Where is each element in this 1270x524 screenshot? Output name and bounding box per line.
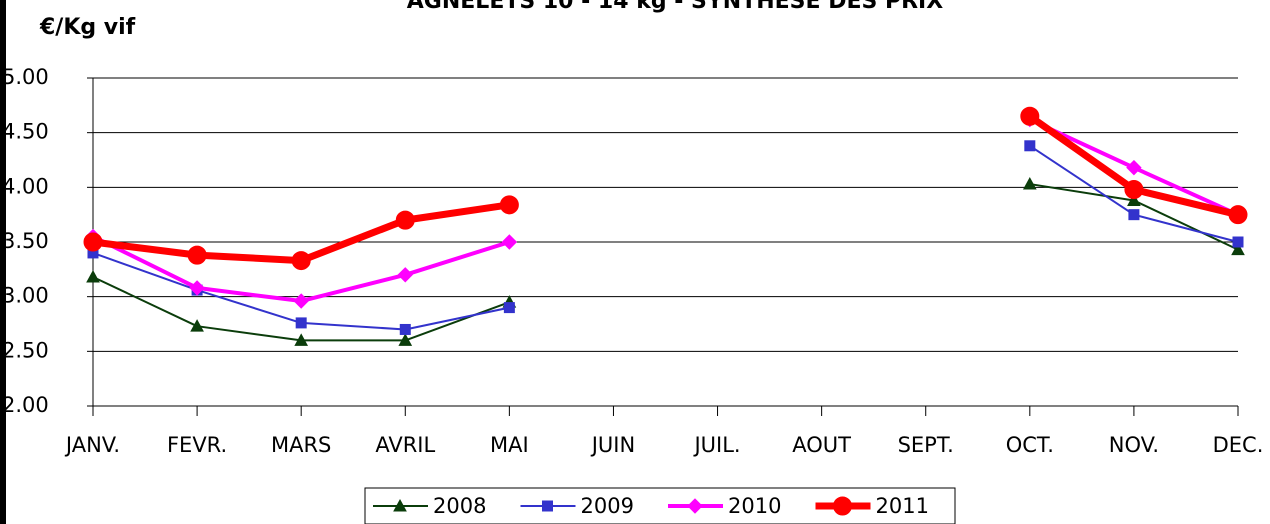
x-tick-label: MAI [490, 433, 529, 457]
y-tick-label: 4.50 [2, 120, 49, 144]
point-marker [1228, 205, 1248, 225]
point-marker [397, 267, 413, 283]
legend-label: 2009 [581, 494, 634, 518]
point-marker [398, 333, 413, 346]
y-tick-label: 5.00 [2, 65, 49, 89]
y-tick-label: 2.50 [2, 338, 49, 362]
x-tick-label: JUIN [590, 433, 635, 457]
y-tick-label: 3.00 [2, 284, 49, 308]
point-marker [187, 245, 207, 265]
x-tick-label: NOV. [1109, 433, 1159, 457]
y-tick-label: 4.00 [2, 174, 49, 198]
x-tick-label: SEPT. [898, 433, 954, 457]
point-marker [1020, 106, 1040, 126]
legend-marker [393, 498, 407, 512]
x-tick-label: MARS [271, 433, 331, 457]
point-marker [501, 234, 518, 250]
point-marker [295, 317, 307, 329]
x-tick-label: OCT. [1006, 433, 1054, 457]
point-marker [1128, 209, 1140, 221]
x-tick-label: JANV. [64, 433, 120, 457]
point-marker [1232, 236, 1244, 248]
point-marker [499, 195, 519, 215]
series-line [92, 113, 1239, 265]
y-tick-label: 2.00 [2, 393, 49, 417]
series-line [92, 117, 1239, 304]
point-marker [293, 293, 309, 309]
point-marker [503, 302, 515, 314]
series-line [92, 183, 1239, 342]
frame-edge [0, 0, 6, 524]
point-marker [291, 251, 311, 271]
x-tick-label: FEVR. [167, 433, 227, 457]
legend-marker [542, 500, 553, 512]
legend-label: 2008 [433, 494, 486, 518]
point-marker [189, 280, 205, 296]
point-marker [399, 323, 411, 335]
point-marker [86, 269, 100, 283]
x-tick-label: AOUT [792, 433, 851, 457]
point-marker [1124, 180, 1144, 200]
x-tick-label: JUIL. [692, 433, 740, 457]
x-tick-label: AVRIL [375, 433, 435, 457]
point-marker [294, 333, 309, 346]
x-tick-label: DEC. [1213, 433, 1264, 457]
point-marker [83, 232, 103, 252]
point-marker [1127, 193, 1141, 206]
point-marker [1024, 140, 1036, 152]
legend-label: 2010 [728, 494, 781, 518]
legend-marker [833, 496, 852, 516]
point-marker [1231, 242, 1245, 256]
legend-marker [687, 498, 703, 514]
point-marker [1126, 159, 1142, 176]
y-axis-label: €/Kg vif [39, 15, 136, 40]
legend-label: 2011 [876, 494, 929, 518]
series-line [92, 144, 1239, 331]
point-marker [1022, 177, 1037, 190]
y-tick-label: 3.50 [2, 229, 49, 253]
point-marker [395, 210, 415, 230]
point-marker [190, 319, 204, 332]
chart-title: AGNELETS 10 - 14 kg - SYNTHESE DES PRIX [407, 0, 943, 14]
